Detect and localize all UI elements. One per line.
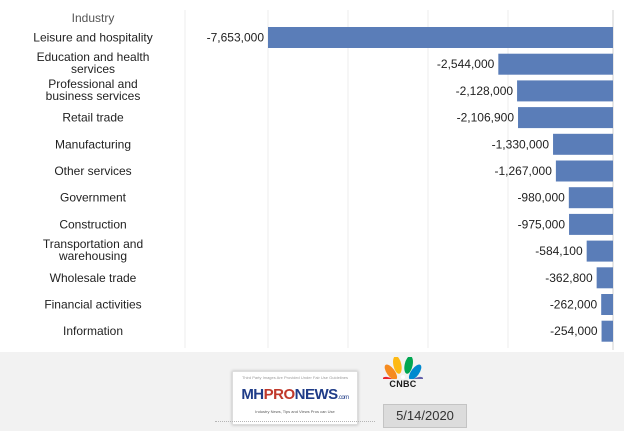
value-label: -975,000 [518,217,566,231]
cnbc-peacock-icon [382,356,424,389]
bar [596,267,613,289]
category-label-line: Professional and [48,77,137,91]
category-label: Government [60,191,127,205]
value-label: -980,000 [517,191,565,205]
category-label: Transportation and warehousing [43,237,143,263]
value-label: -2,106,900 [457,111,515,125]
bar [601,320,613,342]
watermark-tagline: Industry News, Tips and Views Pros can U… [255,409,335,414]
bar [518,107,613,129]
logo-com: .com [337,395,350,401]
value-label: -262,000 [550,298,598,312]
value-label: -2,128,000 [456,84,514,98]
bar [268,27,613,48]
category-label-line: Education and health [37,50,150,64]
logo-news: NEWS [294,386,339,403]
date-stamp: 5/14/2020 [383,404,467,428]
value-label: -1,267,000 [494,164,552,178]
category-label: Construction [59,217,126,231]
value-label: -254,000 [550,324,598,338]
category-label: Financial activities [44,298,141,312]
category-header: Industry [72,11,115,25]
category-label-line: warehousing [58,249,127,263]
category-label: Professional and business services [46,77,141,103]
category-label-line: services [71,62,115,76]
value-label: -584,100 [535,244,583,258]
logo-pro: PRO [263,386,296,403]
cnbc-label: CNBC [389,379,417,389]
category-label: Information [63,324,123,338]
bar-chart: Industry -7,653,000 Leisure and hospitalit… [33,10,614,350]
watermark-fair-use-text: Third Party Images Are Provided Under Fa… [241,375,349,380]
value-label: -1,330,000 [492,137,550,151]
category-label: Wholesale trade [50,271,137,285]
value-label: -2,544,000 [437,57,495,71]
bar [568,187,613,209]
category-label: Other services [54,164,131,178]
bar [601,294,613,315]
logo-mh: MH [241,386,264,403]
value-label: -362,800 [545,271,593,285]
bar [498,53,613,75]
bar [555,160,613,182]
mhpronews-watermark: Third Party Images Are Provided Under Fa… [232,371,358,425]
bar [569,213,613,235]
category-label: Retail trade [62,111,124,125]
category-label: Manufacturing [55,137,131,151]
bar [586,240,613,262]
bar [553,133,613,155]
value-label: -7,653,000 [207,31,265,45]
category-label: Leisure and hospitality [33,31,152,45]
category-label-line: Transportation and [43,237,143,251]
category-label: Education and health services [37,50,150,76]
cnbc-logo: CNBC [382,356,424,389]
dotted-divider [215,421,375,422]
category-label-line: business services [46,89,141,103]
mhpronews-logo: MHPRONEWS.com [233,387,357,406]
bar [517,80,613,102]
